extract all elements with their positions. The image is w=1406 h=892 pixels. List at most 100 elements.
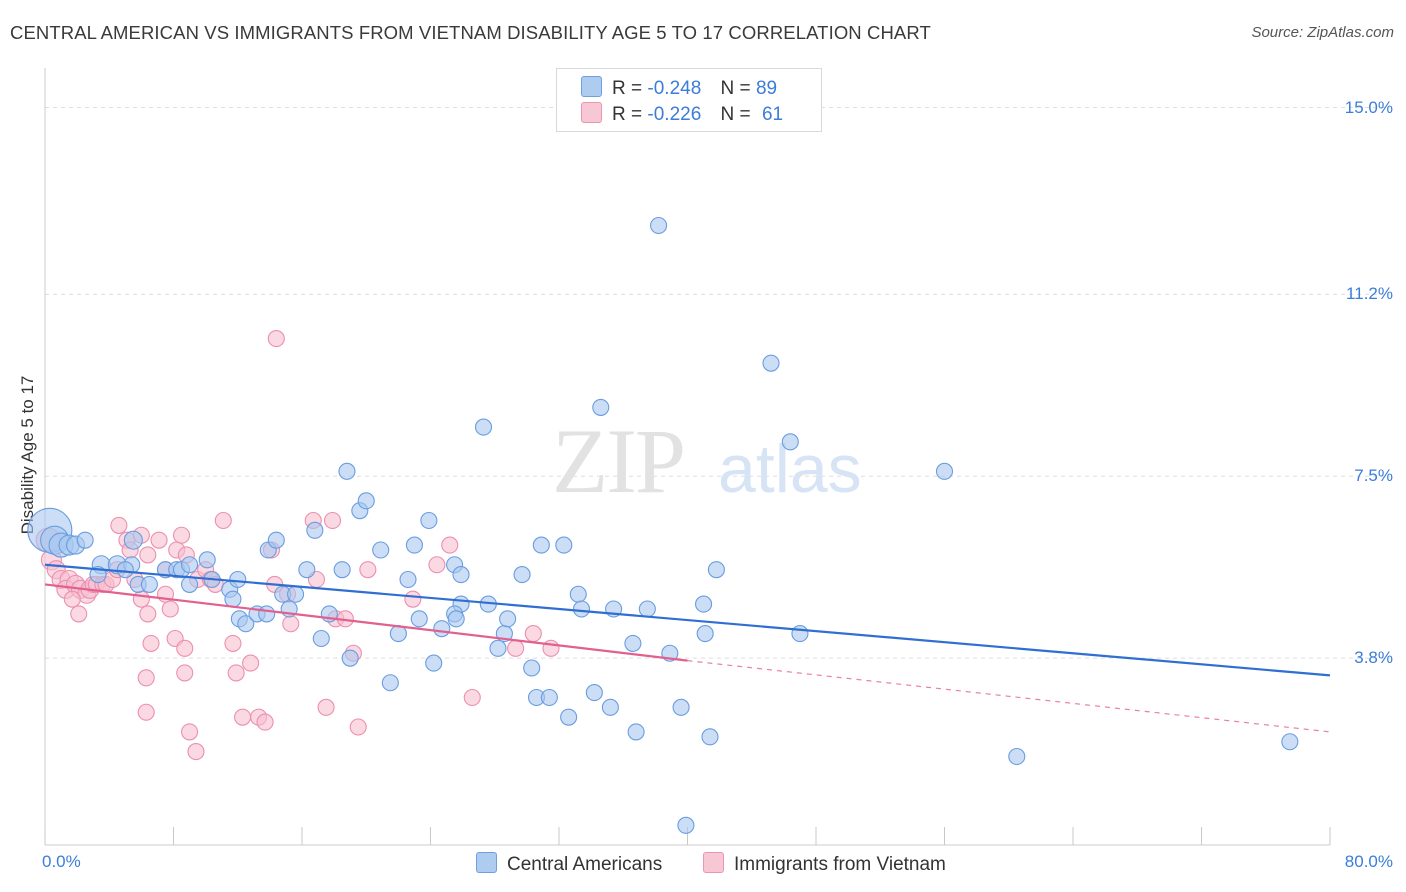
- data-point: [227, 664, 245, 682]
- data-point: [187, 743, 205, 761]
- data-point: [267, 330, 285, 348]
- data-point: [585, 684, 603, 702]
- data-point: [474, 418, 493, 436]
- legend-n-label: N =: [720, 78, 751, 99]
- legend-r-value: -0.248: [647, 78, 702, 99]
- data-point: [452, 566, 470, 584]
- legend-n-value: 61: [761, 104, 784, 125]
- data-point: [707, 561, 725, 579]
- data-point: [572, 600, 591, 618]
- data-point: [357, 492, 375, 510]
- data-point: [627, 723, 645, 741]
- legend-r-value: -0.226: [647, 104, 702, 125]
- data-point: [298, 561, 316, 579]
- y-tick-label: 3.8%: [1354, 648, 1393, 668]
- trend-lines: [44, 563, 1331, 733]
- data-point: [176, 664, 194, 682]
- data-point: [650, 216, 668, 235]
- legend-row-vietnam: R = -0.226 N = 61: [581, 102, 783, 126]
- data-point: [791, 625, 809, 643]
- data-point: [349, 718, 367, 736]
- data-point: [181, 723, 199, 741]
- data-point: [287, 585, 305, 603]
- data-point: [317, 698, 335, 716]
- data-point: [137, 669, 155, 687]
- data-point: [323, 511, 342, 530]
- data-point: [359, 561, 377, 579]
- data-point: [524, 625, 542, 643]
- legend-n-value: 89: [755, 78, 778, 99]
- bottom-legend-vietnam: Immigrants from Vietnam: [703, 852, 946, 876]
- data-point: [695, 595, 713, 613]
- data-point: [198, 551, 216, 569]
- y-tick-label: 15.0%: [1344, 97, 1393, 117]
- data-point: [306, 521, 324, 539]
- data-point: [312, 629, 330, 648]
- data-point: [229, 570, 247, 589]
- data-point: [282, 615, 300, 633]
- data-point: [781, 433, 799, 451]
- legend-r-label: R =: [612, 104, 643, 125]
- data-point: [237, 615, 255, 633]
- data-point: [341, 649, 359, 667]
- legend-swatch-pink: [581, 102, 602, 123]
- data-point: [447, 610, 465, 628]
- trend-line-central-americans: [44, 563, 1331, 677]
- x-tick-label-max: 80.0%: [1344, 852, 1393, 871]
- watermark-zip: ZIP: [552, 410, 684, 512]
- data-point: [63, 590, 81, 608]
- data-point: [161, 600, 179, 618]
- data-point: [1281, 733, 1299, 751]
- data-point: [677, 816, 695, 834]
- data-point: [181, 556, 199, 574]
- data-point: [132, 590, 150, 608]
- data-point: [428, 556, 446, 574]
- source-label: Source: ZipAtlas.com: [1251, 24, 1394, 41]
- legend-swatch-blue: [581, 76, 602, 97]
- data-point: [338, 462, 356, 480]
- bottom-legend-central-americans: Central Americans: [476, 852, 662, 876]
- correlation-legend: R = -0.248 N = 89 R = -0.226 N = 61: [556, 68, 822, 132]
- data-point: [176, 639, 194, 657]
- data-point: [181, 575, 199, 593]
- data-point: [333, 561, 351, 579]
- data-point: [404, 590, 422, 608]
- data-point: [242, 654, 260, 672]
- data-point: [372, 541, 390, 559]
- data-point: [540, 688, 558, 707]
- data-point: [624, 634, 642, 652]
- data-point: [420, 511, 438, 530]
- data-point: [224, 590, 242, 608]
- data-point: [532, 536, 550, 554]
- data-point: [696, 625, 714, 643]
- data-point: [410, 610, 428, 628]
- data-point: [123, 530, 143, 550]
- x-tick-label-min: 0.0%: [42, 852, 81, 871]
- series-vietnam-points: [35, 330, 560, 761]
- series-central-american-points: [27, 216, 1299, 834]
- data-point: [137, 703, 155, 721]
- data-point: [1008, 747, 1026, 766]
- data-point: [224, 634, 242, 652]
- data-point: [110, 516, 128, 534]
- data-point: [214, 511, 232, 530]
- trend-line-vietnam-extension: [687, 660, 1331, 733]
- gridlines: [45, 107, 1390, 659]
- legend-r-label: R =: [612, 78, 643, 99]
- data-point: [267, 531, 285, 549]
- data-point: [507, 639, 525, 657]
- data-point: [489, 639, 507, 657]
- trend-line-vietnam: [44, 583, 688, 662]
- data-point: [441, 536, 459, 554]
- data-point: [76, 531, 94, 549]
- data-point: [256, 713, 274, 731]
- data-point: [463, 688, 481, 707]
- data-point: [513, 566, 531, 584]
- data-point: [399, 570, 417, 589]
- data-point: [762, 354, 780, 372]
- data-point: [560, 708, 578, 726]
- data-point: [555, 536, 573, 554]
- bottom-legend-label: Central Americans: [507, 854, 663, 875]
- data-point: [592, 398, 610, 416]
